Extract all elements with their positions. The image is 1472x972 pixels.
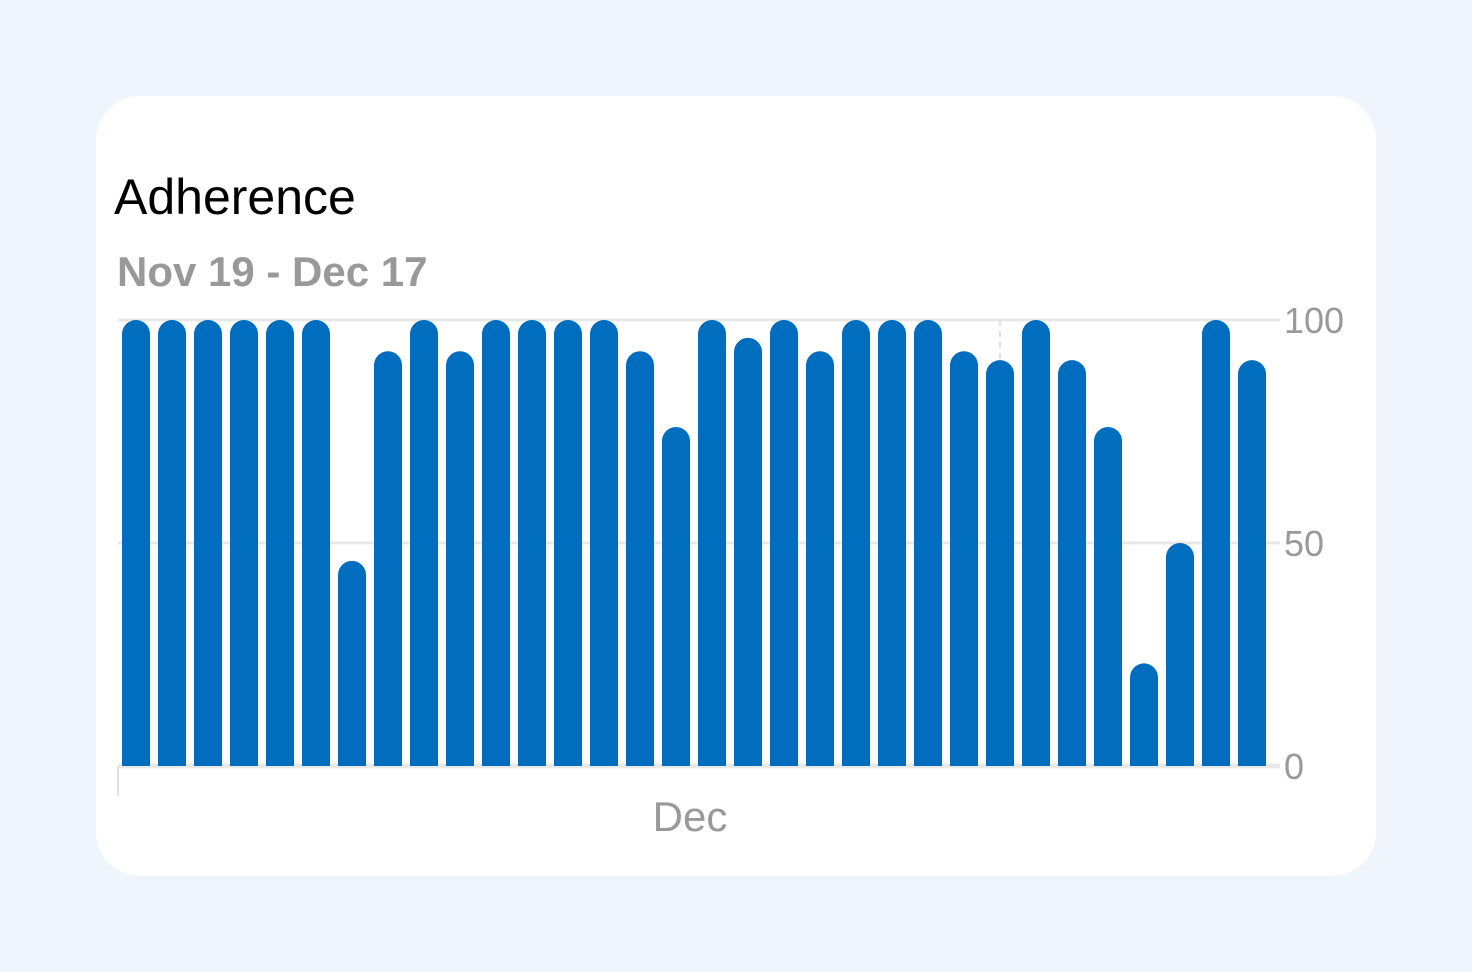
bar — [266, 320, 294, 766]
bar — [338, 560, 366, 766]
bar — [122, 320, 150, 766]
bar — [734, 337, 762, 766]
bar — [662, 427, 690, 766]
bar — [302, 320, 330, 766]
bar — [230, 320, 258, 766]
bar — [482, 320, 510, 766]
bar — [1058, 360, 1086, 766]
bar — [770, 320, 798, 766]
chart-subtitle: Nov 19 - Dec 17 — [117, 248, 428, 295]
bar — [986, 360, 1014, 766]
bar — [1094, 427, 1122, 766]
bar — [158, 320, 186, 766]
bar — [698, 320, 726, 766]
bar — [1022, 320, 1050, 766]
x-tick-label: Dec — [653, 793, 728, 840]
bar — [590, 320, 618, 766]
bar — [374, 351, 402, 766]
bar — [806, 351, 834, 766]
bar — [878, 320, 906, 766]
bar — [1166, 543, 1194, 766]
bar — [842, 320, 870, 766]
bar — [950, 351, 978, 766]
y-tick-label: 0 — [1284, 746, 1304, 787]
bar — [518, 320, 546, 766]
bar — [1238, 360, 1266, 766]
bar — [914, 320, 942, 766]
y-tick-label: 50 — [1284, 523, 1324, 564]
bar — [446, 351, 474, 766]
bar — [554, 320, 582, 766]
chart-title: Adherence — [114, 169, 356, 225]
bar — [1202, 320, 1230, 766]
bar — [194, 320, 222, 766]
bar — [1130, 663, 1158, 766]
bar — [626, 351, 654, 766]
y-tick-label: 100 — [1284, 300, 1344, 341]
bar — [410, 320, 438, 766]
